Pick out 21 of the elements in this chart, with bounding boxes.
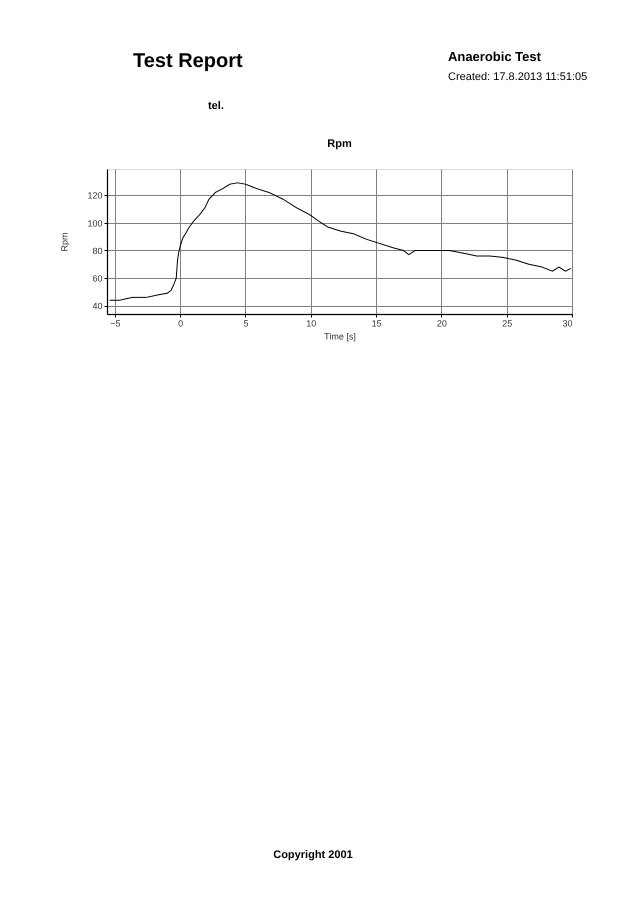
text: tel. [208,100,224,112]
x-tick-label: 15 [372,318,382,328]
chart-title: Rpm [327,138,352,150]
x-tick-label: 10 [306,318,316,328]
text: Anaerobic Test [448,49,542,64]
x-axis-title: Time [s] [324,332,356,342]
x-tick-label: 30 [562,318,572,328]
y-tick-label: 60 [92,274,102,284]
x-tick-label: 5 [243,318,248,328]
y-tick-label: 40 [92,301,102,312]
text: Copyright 2001 [273,849,353,861]
text: Created: 17.8.2013 11:51:05 [448,71,588,83]
text: Test Report [133,50,243,72]
y-tick-label: 100 [87,218,102,228]
x-tick-label: 0 [178,318,184,328]
x-tick-label: 20 [436,318,447,328]
y-tick-label: 120 [87,190,102,201]
y-tick-label: 80 [92,246,102,256]
y-axis-title: Rpm [59,232,70,252]
x-tick-label: −5 [110,318,120,328]
x-tick-label: 25 [502,318,512,328]
